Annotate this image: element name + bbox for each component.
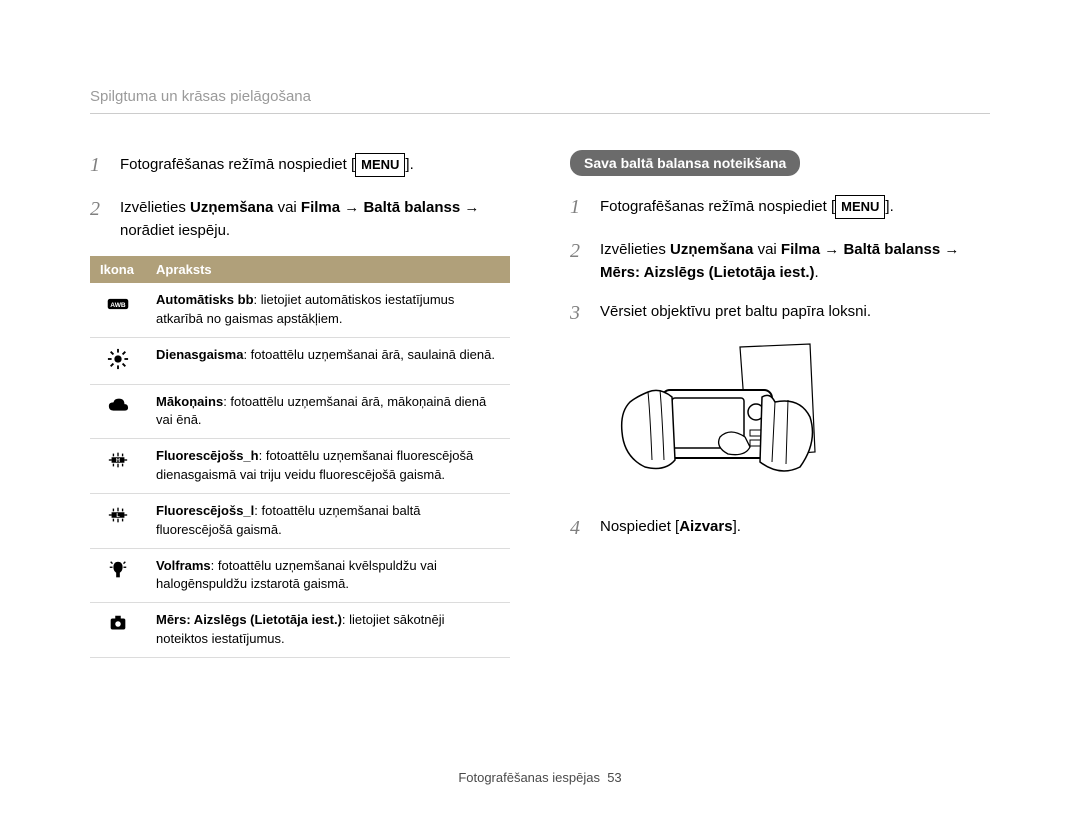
section-pill: Sava baltā balansa noteikšana [570, 150, 800, 176]
text: ]. [733, 518, 741, 535]
table-cell-desc: Volframs: fotoattēlu uzņemšanai kvēlspul… [146, 548, 510, 603]
desc-bold: Volframs [156, 558, 211, 573]
menu-button-label: MENU [835, 195, 885, 219]
left-step-2: 2 Izvēlieties Uzņemšana vai Filma → Balt… [90, 194, 510, 242]
table-row: Mākoņains: fotoattēlu uzņemšanai ārā, mā… [90, 384, 510, 439]
desc-bold: Mākoņains [156, 394, 223, 409]
left-step-1: 1 Fotografēšanas režīmā nospiediet [MENU… [90, 150, 510, 180]
table-cell-desc: Automātisks bb: lietojiet automātiskos i… [146, 283, 510, 337]
fluo_h-icon: H [90, 439, 146, 494]
text: . [815, 264, 819, 281]
menu-button-label: MENU [355, 153, 405, 177]
table-row: LFluorescējošs_l: fotoattēlu uzņemšanai … [90, 493, 510, 548]
sun-icon [90, 337, 146, 384]
table-row: Mērs: Aizslēgs (Lietotāja iest.): lietoj… [90, 603, 510, 658]
table-row: H Fluorescējošs_h: fotoattēlu uzņemšanai … [90, 439, 510, 494]
text-bold: Filma [781, 241, 820, 258]
step-number: 3 [570, 298, 588, 328]
custom-icon [90, 603, 146, 658]
tungsten-icon [90, 548, 146, 603]
table-header-icon: Ikona [90, 256, 146, 283]
text: → [940, 241, 959, 258]
text: ]. [885, 198, 893, 215]
text-bold: Uzņemšana [670, 241, 753, 258]
text: vai [753, 241, 781, 258]
step-number: 2 [570, 236, 588, 284]
table-row: AWB Automātisks bb: lietojiet automātisko… [90, 283, 510, 337]
text: Izvēlieties [600, 241, 670, 258]
white-balance-table: Ikona Apraksts AWB Automātisks bb: lietoj… [90, 256, 510, 658]
text: Fotografēšanas režīmā nospiediet [ [600, 198, 835, 215]
table-cell-desc: Fluorescējošs_l: fotoattēlu uzņemšanai b… [146, 493, 510, 548]
table-cell-desc: Mākoņains: fotoattēlu uzņemšanai ārā, mā… [146, 384, 510, 439]
desc-text: : fotoattēlu uzņemšanai ārā, saulainā di… [243, 347, 495, 362]
text: → [820, 241, 843, 258]
text: → [460, 199, 479, 216]
text: Fotografēšanas režīmā nospiediet [ [120, 156, 355, 173]
table-row: Dienasgaisma: fotoattēlu uzņemšanai ārā,… [90, 337, 510, 384]
text: Vērsiet objektīvu pret baltu papīra loks… [600, 303, 871, 320]
text-bold: Baltā balanss [843, 241, 940, 258]
fluo_l-icon: L [90, 493, 146, 548]
step-number: 4 [570, 513, 588, 543]
step-number: 1 [90, 150, 108, 180]
step-number: 1 [570, 192, 588, 222]
text: norādiet iespēju. [120, 222, 230, 239]
desc-bold: Dienasgaisma [156, 347, 243, 362]
right-step-1: 1 Fotografēšanas režīmā nospiediet [MENU… [570, 192, 990, 222]
right-step-4: 4 Nospiediet [Aizvars]. [570, 513, 990, 543]
camera-illustration [600, 342, 990, 497]
table-cell-desc: Dienasgaisma: fotoattēlu uzņemšanai ārā,… [146, 337, 510, 384]
table-cell-desc: Fluorescējošs_h: fotoattēlu uzņemšanai f… [146, 439, 510, 494]
desc-bold: Fluorescējošs_l [156, 503, 254, 518]
table-row: Volframs: fotoattēlu uzņemšanai kvēlspul… [90, 548, 510, 603]
text: ]. [405, 156, 413, 173]
section-header: Spilgtuma un krāsas pielāgošana [90, 88, 990, 114]
svg-text:AWB: AWB [110, 302, 126, 309]
right-column: Sava baltā balansa noteikšana 1 Fotograf… [570, 150, 990, 658]
text-bold: Mērs: Aizslēgs (Lietotāja iest.) [600, 264, 815, 281]
desc-bold: Fluorescējošs_h [156, 448, 259, 463]
text-bold: Filma [301, 199, 340, 216]
text: Nospiediet [ [600, 518, 679, 535]
text-bold: Aizvars [679, 518, 732, 535]
table-header-desc: Apraksts [146, 256, 510, 283]
text: → [340, 199, 363, 216]
right-step-3: 3 Vērsiet objektīvu pret baltu papīra lo… [570, 298, 990, 328]
text: vai [273, 199, 301, 216]
svg-text:H: H [116, 458, 120, 464]
page-footer: Fotografēšanas iespējas 53 [0, 770, 1080, 785]
step-number: 2 [90, 194, 108, 242]
right-step-2: 2 Izvēlieties Uzņemšana vai Filma → Balt… [570, 236, 990, 284]
footer-text: Fotografēšanas iespējas [458, 770, 600, 785]
desc-bold: Mērs: Aizslēgs (Lietotāja iest.) [156, 612, 342, 627]
table-cell-desc: Mērs: Aizslēgs (Lietotāja iest.): lietoj… [146, 603, 510, 658]
text: Izvēlieties [120, 199, 190, 216]
cloud-icon [90, 384, 146, 439]
left-column: 1 Fotografēšanas režīmā nospiediet [MENU… [90, 150, 510, 658]
text-bold: Uzņemšana [190, 199, 273, 216]
desc-bold: Automātisks bb [156, 292, 254, 307]
text-bold: Baltā balanss [363, 199, 460, 216]
awb-icon: AWB [90, 283, 146, 337]
page-number: 53 [607, 770, 621, 785]
